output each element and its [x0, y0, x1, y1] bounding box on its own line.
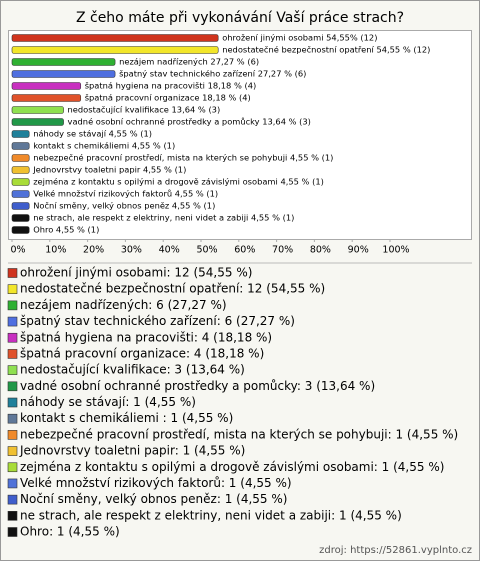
bar	[11, 106, 64, 114]
legend-label: Velké množství rizikových faktorů: 1 (4,…	[20, 476, 292, 490]
x-tick-label: 10%	[45, 245, 66, 256]
bar	[11, 130, 30, 138]
legend-label: Jednovrstvy toaletni papir: 1 (4,55 %)	[19, 444, 245, 458]
legend-label: kontakt s chemikáliemi : 1 (4,55 %)	[20, 411, 233, 425]
legend-swatch	[7, 494, 18, 505]
x-tick-label: 100%	[382, 245, 409, 256]
legend-swatch	[7, 413, 18, 424]
legend-swatch	[7, 527, 18, 537]
bar-label: Jednovrstvy toaletni papir 4,55 % (1)	[32, 165, 186, 175]
bar-label: špatná hygiena na pracovišti 18,18 % (4)	[85, 81, 257, 91]
legend-swatch	[7, 268, 18, 278]
x-tick-label: 30%	[121, 245, 142, 256]
legend-label: Ohro: 1 (4,55 %)	[20, 525, 120, 539]
legend-label: ne strach, ale respekt z elektriny, neni…	[20, 508, 402, 522]
legend-label: vadné osobní ochranné prostředky a pomůc…	[20, 379, 375, 393]
legend-label: nebezpečné pracovní prostředí, mista na …	[20, 427, 458, 441]
bar	[11, 34, 219, 42]
legend-label: nezájem nadřízených: 6 (27,27 %)	[20, 298, 227, 312]
legend-label: zejména z kontaktu s opilými a drogově z…	[20, 460, 444, 474]
bar-label: nebezpečné pracovní prostředí, mista na …	[33, 153, 333, 163]
bar	[11, 166, 30, 174]
x-tick-label: 20%	[83, 245, 104, 256]
legend-label: náhody se stávají: 1 (4,55 %)	[20, 395, 196, 409]
legend-swatch	[7, 365, 18, 375]
x-tick-label: 40%	[159, 245, 180, 256]
bar-label: ne strach, ale respekt z elektriny, neni…	[33, 213, 294, 223]
bar-label: vadné osobní ochranné prostředky a pomůc…	[68, 117, 311, 127]
bar	[11, 58, 116, 66]
bar	[11, 190, 30, 198]
x-tick-label: 60%	[234, 245, 255, 256]
bar-label: náhody se stávají 4,55 % (1)	[33, 129, 152, 139]
chart-title: Z čeho máte při vykonávání Vaší práce st…	[76, 10, 404, 26]
x-tick-label: 50%	[196, 245, 217, 256]
bar	[11, 178, 30, 186]
legend-label: nedostačující kvalifikace: 3 (13,64 %)	[20, 363, 245, 377]
bar-label: Noční směny, velký obnos peněz 4,55 % (1…	[33, 201, 215, 211]
bar	[11, 142, 30, 150]
bar-label: zejména z kontaktu s opilými a drogově z…	[33, 177, 324, 187]
legend-swatch	[7, 446, 18, 456]
bar	[11, 70, 116, 78]
legend-swatch	[7, 300, 18, 311]
bar-label: nedostatečné bezpečnostní opatření 54,55…	[222, 45, 430, 55]
bar	[11, 46, 219, 54]
legend-swatch	[7, 478, 18, 489]
bar	[11, 202, 30, 210]
x-tick-label: 80%	[310, 245, 331, 256]
bar	[11, 226, 30, 234]
bar	[11, 214, 30, 222]
legend-swatch	[7, 430, 18, 440]
bar-label: nezájem nadřízených 27,27 % (6)	[119, 57, 259, 67]
bar	[11, 82, 82, 90]
legend-label: nedostatečné bezpečnostní opatření: 12 (…	[20, 282, 325, 296]
bar-label: špatná pracovní organizace 18,18 % (4)	[85, 93, 251, 103]
source: zdroj: https://52861.vyplnto.cz	[319, 545, 472, 556]
x-tick-label: 0%	[10, 245, 25, 256]
legend-swatch	[7, 397, 18, 408]
x-tick-label: 90%	[348, 245, 369, 256]
legend-label: špatný stav technického zařízení: 6 (27,…	[20, 314, 295, 328]
legend-label: špatná pracovní organizace: 4 (18,18 %)	[20, 346, 264, 360]
legend-swatch	[7, 332, 18, 343]
legend-swatch	[7, 284, 18, 294]
bar	[11, 94, 82, 102]
legend-label: Noční směny, velký obnos peněz: 1 (4,55 …	[20, 492, 287, 506]
bar-label: Velké množství rizikových faktorů 4,55 %…	[33, 189, 218, 199]
legend-swatch	[7, 381, 18, 392]
bar-label: špatný stav technického zařízení 27,27 %…	[119, 69, 306, 79]
x-tick-label: 70%	[272, 245, 293, 256]
bar	[11, 118, 64, 126]
bar	[11, 154, 30, 162]
bar-label: kontakt s chemikáliemi 4,55 % (1)	[33, 141, 175, 151]
legend-swatch	[7, 316, 18, 327]
legend-label: ohrožení jinými osobami: 12 (54,55 %)	[20, 266, 252, 280]
legend-swatch	[7, 511, 18, 521]
bar-label: nedostačující kvalifikace 13,64 % (3)	[68, 105, 221, 115]
bar-label: Ohro 4,55 % (1)	[33, 225, 99, 235]
legend-swatch	[7, 349, 18, 359]
legend-swatch	[7, 462, 18, 473]
bar-label: ohrožení jinými osobami 54,55% (12)	[222, 33, 377, 43]
legend-label: špatná hygiena na pracovišti: 4 (18,18 %…	[20, 330, 272, 344]
